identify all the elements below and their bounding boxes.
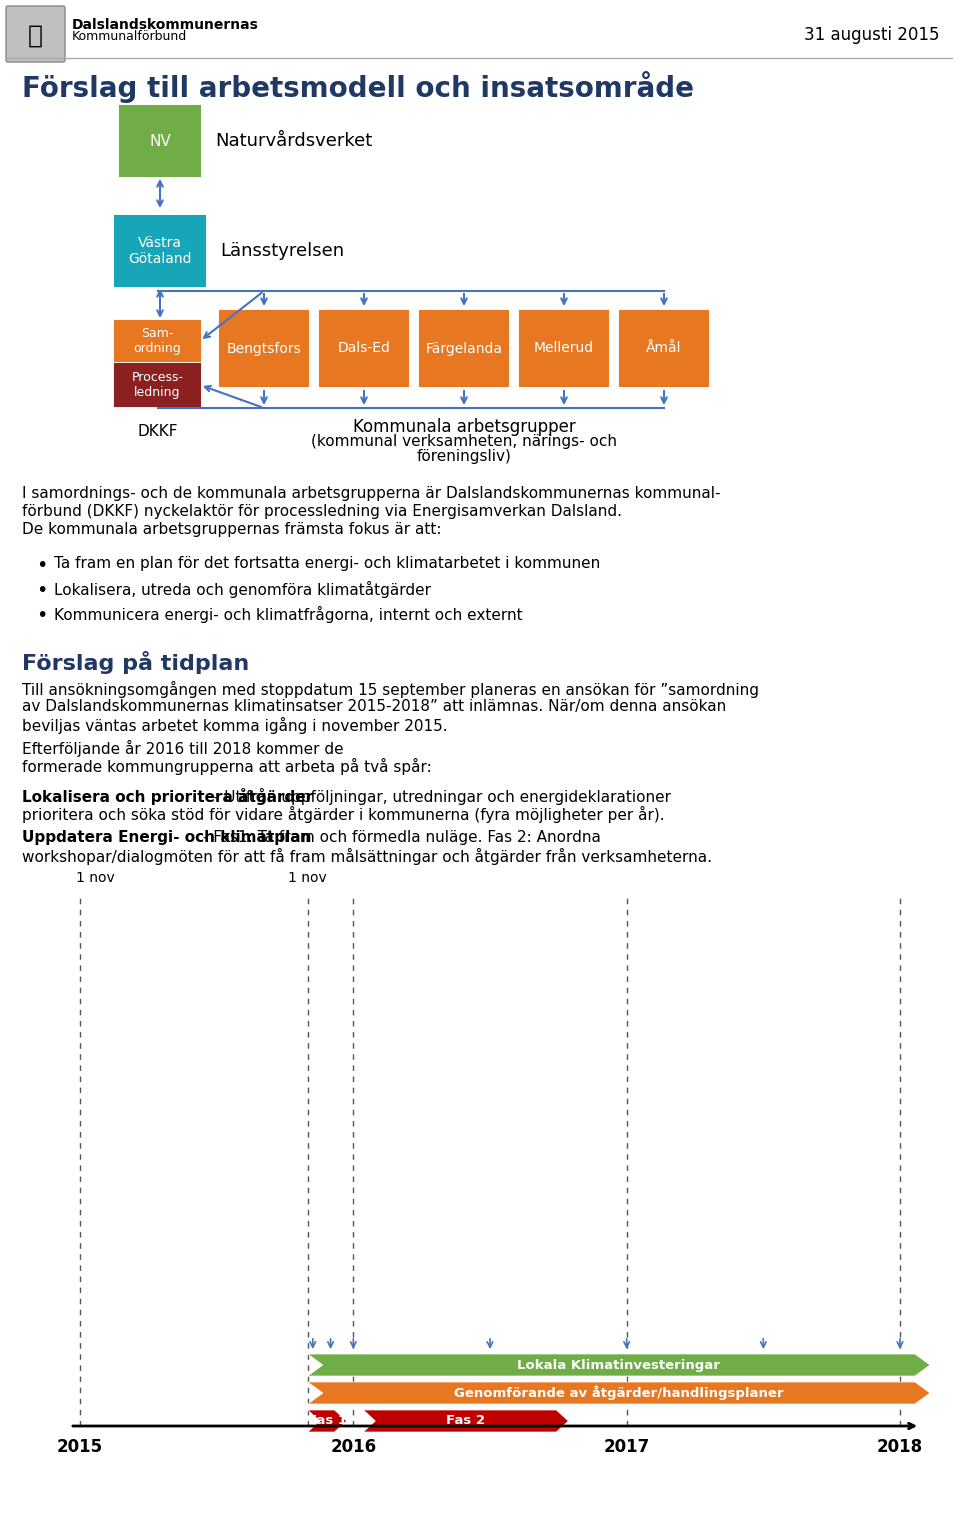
- Text: Till ansökningsomgången med stoppdatum 15 september planeras en ansökan för ”sam: Till ansökningsomgången med stoppdatum 1…: [22, 681, 759, 697]
- Text: •: •: [36, 606, 48, 625]
- Polygon shape: [308, 1354, 930, 1377]
- Text: 31 augusti 2015: 31 augusti 2015: [804, 26, 940, 44]
- Text: föreningsliv): föreningsliv): [417, 449, 512, 464]
- Text: Dals-Ed: Dals-Ed: [338, 341, 391, 355]
- Text: Lokala Klimatinvesteringar: Lokala Klimatinvesteringar: [517, 1358, 720, 1372]
- Text: av Dalslandskommunernas klimatinsatser 2015-2018” att inlämnas. När/om denna ans: av Dalslandskommunernas klimatinsatser 2…: [22, 699, 727, 714]
- FancyBboxPatch shape: [620, 311, 708, 387]
- Text: NV: NV: [149, 133, 171, 149]
- Text: Fas 2: Fas 2: [446, 1414, 486, 1428]
- Text: Dalslandskommunernas: Dalslandskommunernas: [72, 18, 259, 32]
- Text: Lokalisera, utreda och genomföra klimatåtgärder: Lokalisera, utreda och genomföra klimatå…: [54, 581, 431, 597]
- Text: Förslag på tidplan: Förslag på tidplan: [22, 650, 250, 675]
- Text: 2017: 2017: [604, 1439, 650, 1455]
- Text: Uppdatera Energi- och klimatplan: Uppdatera Energi- och klimatplan: [22, 829, 311, 844]
- Text: Naturvårdsverket: Naturvårdsverket: [215, 132, 372, 150]
- Text: 2018: 2018: [876, 1439, 924, 1455]
- Text: Lokalisera och prioritera åtgärder: Lokalisera och prioritera åtgärder: [22, 788, 313, 805]
- FancyBboxPatch shape: [220, 311, 308, 387]
- Text: Ta fram en plan för det fortsatta energi- och klimatarbetet i kommunen: Ta fram en plan för det fortsatta energi…: [54, 556, 600, 572]
- Text: 🛡: 🛡: [28, 24, 42, 49]
- Text: Genomförande av åtgärder/handlingsplaner: Genomförande av åtgärder/handlingsplaner: [454, 1386, 783, 1401]
- Text: Kommunicera energi- och klimatfrågorna, internt och externt: Kommunicera energi- och klimatfrågorna, …: [54, 606, 522, 623]
- FancyBboxPatch shape: [6, 6, 65, 62]
- Text: prioritera och söka stöd för vidare åtgärder i kommunerna (fyra möjligheter per : prioritera och söka stöd för vidare åtgä…: [22, 807, 664, 823]
- Text: förbund (DKKF) nyckelaktör för processledning via Energisamverkan Dalsland.: förbund (DKKF) nyckelaktör för processle…: [22, 503, 622, 518]
- Polygon shape: [363, 1410, 568, 1433]
- Text: DKKF: DKKF: [137, 424, 178, 440]
- FancyBboxPatch shape: [115, 321, 200, 361]
- Text: Sam-
ordning: Sam- ordning: [133, 327, 181, 355]
- FancyBboxPatch shape: [115, 215, 205, 287]
- Text: Bengtsfors: Bengtsfors: [227, 341, 301, 355]
- Text: workshopar/dialogmöten för att få fram målsättningar och åtgärder från verksamhe: workshopar/dialogmöten för att få fram m…: [22, 847, 712, 866]
- FancyBboxPatch shape: [120, 106, 200, 176]
- Text: beviljas väntas arbetet komma igång i november 2015.: beviljas väntas arbetet komma igång i no…: [22, 717, 447, 734]
- Text: 2015: 2015: [57, 1439, 103, 1455]
- Text: - Fas1: Ta fram och förmedla nuläge. Fas 2: Anordna: - Fas1: Ta fram och förmedla nuläge. Fas…: [198, 829, 601, 844]
- Text: Färgelanda: Färgelanda: [425, 341, 502, 355]
- Text: Fas 1: Fas 1: [307, 1414, 347, 1428]
- Text: 2016: 2016: [330, 1439, 376, 1455]
- Text: •: •: [36, 581, 48, 600]
- Text: Kommunala arbetsgrupper: Kommunala arbetsgrupper: [352, 418, 575, 437]
- Text: Mellerud: Mellerud: [534, 341, 594, 355]
- Text: •: •: [36, 556, 48, 575]
- Bar: [8, 32, 63, 39]
- Text: De kommunala arbetsgruppernas främsta fokus är att:: De kommunala arbetsgruppernas främsta fo…: [22, 522, 442, 537]
- Text: Åmål: Åmål: [646, 341, 682, 355]
- Text: formerade kommungrupperna att arbeta på två spår:: formerade kommungrupperna att arbeta på …: [22, 758, 432, 775]
- Text: Länsstyrelsen: Länsstyrelsen: [220, 243, 344, 261]
- Text: 1 nov: 1 nov: [288, 872, 327, 885]
- Text: Process-
ledning: Process- ledning: [132, 371, 183, 399]
- FancyBboxPatch shape: [115, 364, 200, 406]
- Text: Förslag till arbetsmodell och insatsområde: Förslag till arbetsmodell och insatsområ…: [22, 71, 694, 103]
- Text: Kommunalförbund: Kommunalförbund: [72, 30, 187, 42]
- Text: Efterföljande år 2016 till 2018 kommer de: Efterföljande år 2016 till 2018 kommer d…: [22, 740, 344, 756]
- Text: 1 nov: 1 nov: [76, 872, 114, 885]
- FancyBboxPatch shape: [520, 311, 608, 387]
- Polygon shape: [308, 1383, 930, 1404]
- Text: I samordnings- och de kommunala arbetsgrupperna är Dalslandskommunernas kommunal: I samordnings- och de kommunala arbetsgr…: [22, 487, 721, 500]
- Text: - Utifrån uppföljningar, utredningar och energideklarationer: - Utifrån uppföljningar, utredningar och…: [209, 788, 671, 805]
- FancyBboxPatch shape: [420, 311, 508, 387]
- Text: (kommunal verksamheten, närings- och: (kommunal verksamheten, närings- och: [311, 434, 617, 449]
- Polygon shape: [308, 1410, 347, 1433]
- Text: Västra
Götaland: Västra Götaland: [129, 236, 192, 267]
- FancyBboxPatch shape: [320, 311, 408, 387]
